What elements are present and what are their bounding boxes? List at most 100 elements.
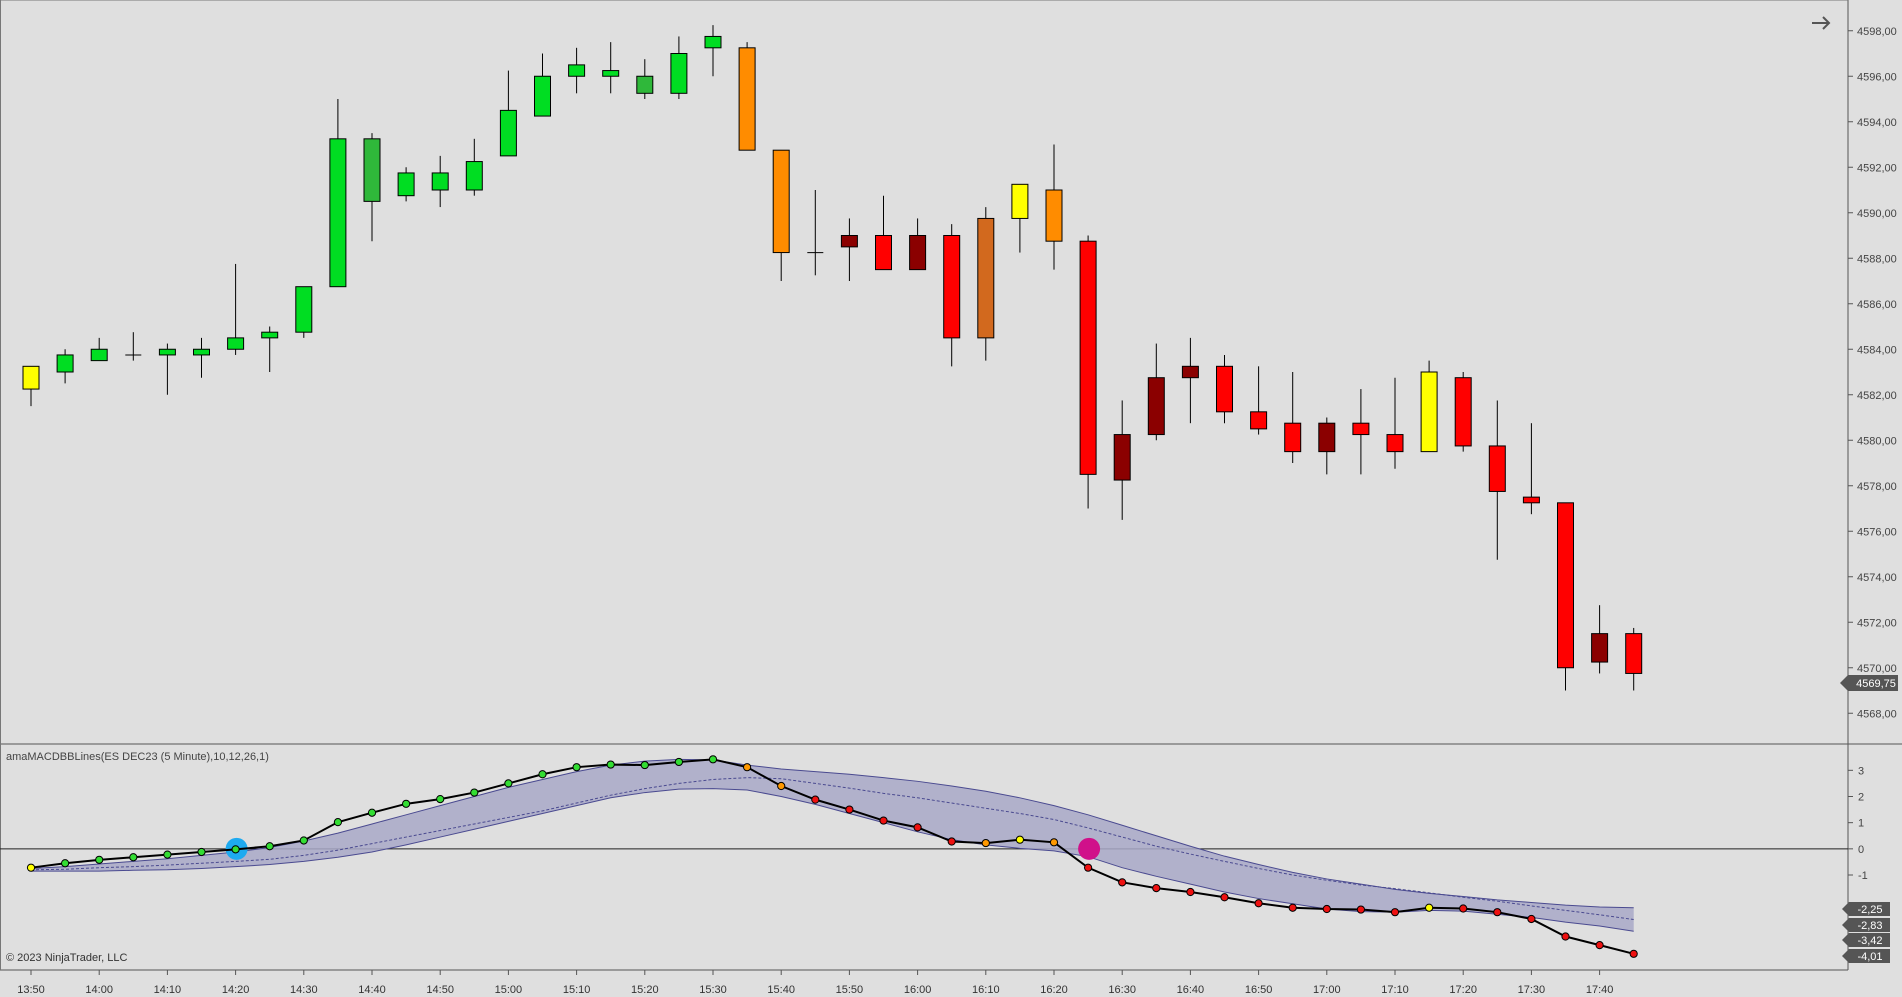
macd-point <box>61 859 70 868</box>
candle-body <box>670 53 688 94</box>
candle-body <box>1488 445 1506 492</box>
time-tick-label: 14:20 <box>222 984 250 996</box>
candle-body <box>56 354 74 373</box>
copyright-notice: © 2023 NinjaTrader, LLC <box>6 952 127 964</box>
candle-body <box>704 35 722 49</box>
candle <box>1625 627 1643 691</box>
candle-body <box>1250 411 1268 430</box>
macd-point <box>333 818 342 827</box>
candle <box>534 53 551 117</box>
time-tick-label: 17:40 <box>1586 984 1614 996</box>
price-tick-label: 4596,00 <box>1857 71 1897 83</box>
signal-line <box>30 777 1634 921</box>
candle-body <box>534 75 551 117</box>
macd-point <box>538 770 547 779</box>
candle-body <box>1420 371 1438 453</box>
time-tick-label: 14:00 <box>85 984 113 996</box>
candle <box>1557 502 1574 691</box>
macd-point <box>504 779 513 788</box>
candle <box>1113 400 1131 520</box>
macd-point <box>845 805 854 814</box>
candle <box>602 42 620 94</box>
candle <box>977 207 995 361</box>
value-tag-label: -3,42 <box>1857 935 1882 947</box>
price-tick-label: 4570,00 <box>1857 663 1897 675</box>
macd-point <box>640 760 649 770</box>
price-tick-label: 4574,00 <box>1857 572 1897 584</box>
macd-point <box>913 823 922 832</box>
candle <box>1284 372 1302 463</box>
last-price-tag: 4569,75 <box>1840 675 1898 691</box>
candle-body <box>1147 377 1165 436</box>
macd-point <box>1084 863 1093 872</box>
macd-point <box>981 838 990 848</box>
macd-point <box>708 755 718 764</box>
time-tick-label: 15:00 <box>495 984 523 996</box>
candle-body <box>295 286 313 333</box>
candle-body <box>1591 633 1609 663</box>
candle <box>1147 343 1165 441</box>
candle <box>499 70 517 157</box>
candle-body <box>636 75 654 94</box>
indicator-tick-label: 1 <box>1858 818 1864 830</box>
price-tick-label: 4586,00 <box>1857 299 1897 311</box>
candle-body <box>772 149 790 254</box>
candle <box>636 59 654 99</box>
macd-point <box>1322 904 1331 914</box>
indicator-tick-label: 0 <box>1858 844 1864 856</box>
macd-point <box>1595 941 1604 950</box>
candle-body <box>431 172 449 191</box>
candle-body <box>1181 365 1199 379</box>
macd-point <box>402 799 411 808</box>
time-tick-label: 17:20 <box>1449 984 1477 996</box>
candle <box>22 365 40 407</box>
candle <box>704 25 722 77</box>
signal-marker <box>1078 837 1101 860</box>
indicator-y-axis-ticks: -1 0 1 2 3 <box>1848 765 1868 882</box>
macd-point <box>1288 903 1297 912</box>
candle-body <box>840 235 858 248</box>
candle <box>1318 417 1336 475</box>
time-tick-label: 17:10 <box>1381 984 1409 996</box>
candle-body <box>397 172 415 197</box>
time-tick-label: 14:50 <box>426 984 454 996</box>
candle <box>465 138 483 196</box>
time-tick-label: 16:30 <box>1108 984 1136 996</box>
time-tick-label: 13:50 <box>17 984 45 996</box>
candle-body <box>1557 502 1574 669</box>
macd-point <box>1356 905 1366 914</box>
macd-point <box>606 760 615 769</box>
time-tick-label: 14:30 <box>290 984 318 996</box>
candle <box>1011 183 1029 253</box>
price-y-axis-ticks: 4568,00 4570,00 4572,00 4574,00 4576,00 4578,… <box>1848 26 1897 720</box>
price-tick-label: 4588,00 <box>1857 253 1897 265</box>
candle <box>875 195 892 271</box>
candle <box>840 218 858 281</box>
macd-point <box>1220 893 1229 902</box>
candle <box>1522 423 1540 515</box>
macd-point <box>367 808 377 817</box>
macd-point <box>811 795 820 804</box>
time-tick-label: 16:20 <box>1040 984 1068 996</box>
value-tag-bg <box>1842 918 1890 932</box>
scroll-right-arrow-icon[interactable] <box>1812 16 1831 30</box>
macd-point <box>129 853 138 862</box>
indicator-tick-label: -1 <box>1858 870 1868 882</box>
candle <box>1045 144 1063 270</box>
price-tick-label: 4598,00 <box>1857 26 1897 38</box>
candle-body <box>1011 183 1029 219</box>
last-price-label: 4569,75 <box>1856 678 1896 690</box>
time-tick-label: 15:50 <box>836 984 864 996</box>
candle <box>943 224 961 367</box>
price-tick-label: 4580,00 <box>1857 435 1897 447</box>
value-tag-bg <box>1842 902 1890 916</box>
candle-body <box>568 64 586 77</box>
time-tick-label: 16:40 <box>1177 984 1205 996</box>
candle <box>1420 360 1438 453</box>
macd-point <box>1629 949 1638 958</box>
candle-body <box>602 70 620 77</box>
time-tick-label: 16:00 <box>904 984 932 996</box>
candle <box>1488 400 1506 560</box>
macd-point <box>1049 838 1059 847</box>
candle-body <box>1216 365 1233 413</box>
